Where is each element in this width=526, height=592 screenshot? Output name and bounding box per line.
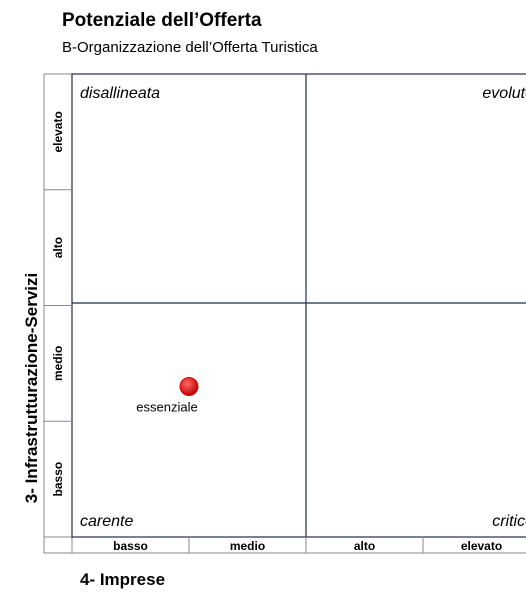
y-axis-title: 3- Infrastrutturazione-Servizi <box>22 273 41 504</box>
point <box>179 377 199 397</box>
x-tick-label: elevato <box>461 539 502 553</box>
quadrant-label: evoluto <box>482 85 526 102</box>
chart-subtitle: B-Organizzazione dell’Offerta Turistica <box>62 39 318 56</box>
y-tick-label: medio <box>51 346 65 381</box>
x-tick-label: basso <box>113 539 148 553</box>
chart-title: Potenziale dell’Offerta <box>62 10 262 31</box>
plot-frame <box>71 73 526 538</box>
y-tick-label: elevato <box>51 111 65 152</box>
x-tick-label: alto <box>354 539 375 553</box>
x-axis-title: 4- Imprese <box>80 570 165 589</box>
quadrant-label: critico <box>492 513 526 530</box>
point-label: essenziale <box>136 400 197 415</box>
quadrant-label: carente <box>80 513 133 530</box>
x-tick-label: medio <box>230 539 265 553</box>
y-tick-label: basso <box>51 462 65 497</box>
y-tick-label: alto <box>51 237 65 258</box>
quadrant-label: disallineata <box>80 85 160 102</box>
